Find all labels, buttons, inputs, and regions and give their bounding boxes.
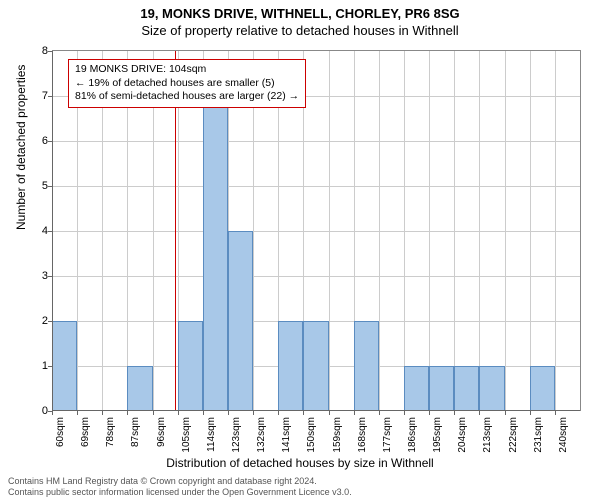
x-tick-label: 60sqm bbox=[55, 417, 66, 447]
histogram-bar bbox=[404, 366, 429, 411]
x-tick-label: 123sqm bbox=[231, 417, 242, 453]
histogram-bar bbox=[52, 321, 77, 411]
x-tick-label: 213sqm bbox=[482, 417, 493, 453]
x-tick-label: 231sqm bbox=[533, 417, 544, 453]
chart-title-1: 19, MONKS DRIVE, WITHNELL, CHORLEY, PR6 … bbox=[0, 0, 600, 21]
x-tick-label: 222sqm bbox=[508, 417, 519, 453]
histogram-bar bbox=[278, 321, 303, 411]
histogram-bar bbox=[303, 321, 328, 411]
x-tick-label: 159sqm bbox=[332, 417, 343, 453]
y-tick-label: 4 bbox=[30, 225, 48, 237]
x-tick-label: 204sqm bbox=[457, 417, 468, 453]
histogram-bar bbox=[178, 321, 203, 411]
chart-title-2: Size of property relative to detached ho… bbox=[0, 21, 600, 38]
info-line-3: 81% of semi-detached houses are larger (… bbox=[75, 90, 299, 104]
histogram-bar bbox=[228, 231, 253, 411]
y-tick-label: 1 bbox=[30, 360, 48, 372]
x-tick-label: 141sqm bbox=[281, 417, 292, 453]
footer-line-2: Contains public sector information licen… bbox=[8, 487, 352, 498]
chart-plot-area: 01234567860sqm69sqm78sqm87sqm96sqm105sqm… bbox=[52, 50, 581, 411]
histogram-bar bbox=[203, 96, 228, 411]
footer-line-1: Contains HM Land Registry data © Crown c… bbox=[8, 476, 352, 487]
info-line-2: ← 19% of detached houses are smaller (5) bbox=[75, 77, 299, 91]
x-tick-label: 78sqm bbox=[105, 417, 116, 447]
x-tick-label: 132sqm bbox=[256, 417, 267, 453]
x-tick-label: 177sqm bbox=[382, 417, 393, 453]
x-tick-label: 195sqm bbox=[432, 417, 443, 453]
histogram-bar bbox=[530, 366, 555, 411]
footer-attribution: Contains HM Land Registry data © Crown c… bbox=[8, 476, 352, 498]
x-tick-label: 114sqm bbox=[206, 417, 217, 452]
histogram-bar bbox=[429, 366, 454, 411]
y-tick-label: 2 bbox=[30, 315, 48, 327]
x-tick-label: 96sqm bbox=[156, 417, 167, 447]
info-line-1: 19 MONKS DRIVE: 104sqm bbox=[75, 63, 299, 77]
marker-info-box: 19 MONKS DRIVE: 104sqm ← 19% of detached… bbox=[68, 59, 306, 108]
y-tick-label: 7 bbox=[30, 90, 48, 102]
y-tick-label: 5 bbox=[30, 180, 48, 192]
histogram-bar bbox=[479, 366, 504, 411]
y-tick-label: 6 bbox=[30, 135, 48, 147]
histogram-bar bbox=[127, 366, 152, 411]
y-axis-label: Number of detached properties bbox=[14, 65, 28, 230]
histogram-bar bbox=[454, 366, 479, 411]
y-tick-label: 8 bbox=[30, 45, 48, 57]
x-tick-label: 150sqm bbox=[306, 417, 317, 453]
x-axis-label: Distribution of detached houses by size … bbox=[0, 456, 600, 470]
x-tick-label: 186sqm bbox=[407, 417, 418, 453]
x-tick-label: 69sqm bbox=[80, 417, 91, 447]
y-tick-label: 3 bbox=[30, 270, 48, 282]
x-tick-label: 105sqm bbox=[181, 417, 192, 453]
histogram-bar bbox=[354, 321, 379, 411]
x-tick-label: 168sqm bbox=[357, 417, 368, 453]
x-tick-label: 87sqm bbox=[130, 417, 141, 447]
x-tick-label: 240sqm bbox=[558, 417, 569, 453]
y-tick-label: 0 bbox=[30, 405, 48, 417]
